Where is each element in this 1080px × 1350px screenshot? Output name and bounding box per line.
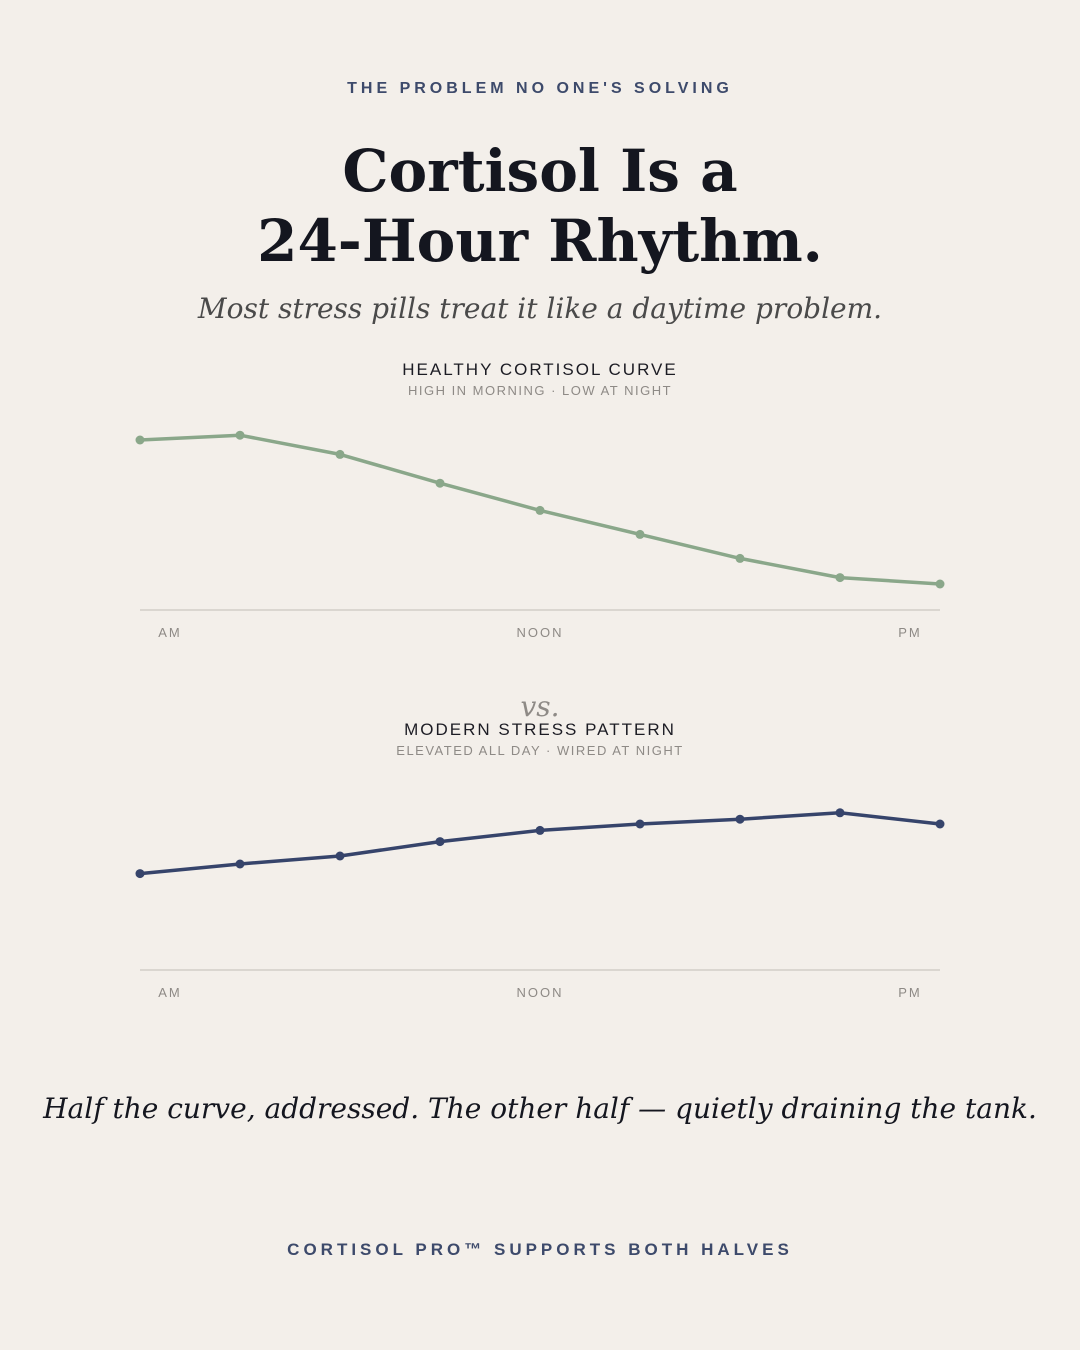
page-title: Cortisol Is a 24-Hour Rhythm. [0, 136, 1080, 276]
data-point [935, 819, 945, 829]
chart-1-title: HEALTHY CORTISOL CURVE [402, 360, 678, 379]
chart-2-subtitle: ELEVATED ALL DAY · WIRED AT NIGHT [396, 743, 684, 758]
title-line-1: Cortisol Is a [342, 137, 738, 205]
x-tick-label: AM [158, 625, 182, 640]
data-point [735, 553, 745, 563]
footer-cta: CORTISOL PRO™ SUPPORTS BOTH HALVES [287, 1240, 793, 1259]
data-point [635, 819, 645, 829]
eyebrow: THE PROBLEM NO ONE'S SOLVING [347, 80, 733, 97]
data-point [235, 430, 245, 440]
data-point [235, 859, 245, 869]
chart-1-subtitle: HIGH IN MORNING · LOW AT NIGHT [407, 383, 673, 398]
title-line-2: 24-Hour Rhythm. [257, 207, 823, 275]
data-point [535, 825, 545, 835]
data-point [135, 869, 145, 879]
data-point [835, 808, 845, 818]
tagline: Half the curve, addressed. The other hal… [43, 1092, 1037, 1125]
x-tick-label: NOON [517, 985, 564, 1000]
subtitle: Most stress pills treat it like a daytim… [197, 292, 883, 325]
data-point [735, 814, 745, 824]
x-tick-label: PM [898, 625, 922, 640]
data-point [835, 573, 845, 583]
series-line [138, 811, 942, 876]
chart-2-title: MODERN STRESS PATTERN [404, 720, 676, 739]
data-point [135, 435, 145, 445]
data-point [435, 837, 445, 847]
data-point [435, 478, 445, 488]
data-point [935, 579, 945, 589]
data-point [335, 851, 345, 861]
vs-label: vs. [520, 690, 560, 723]
modern-stress-chart: AM NOON PM [135, 808, 945, 1000]
healthy-cortisol-chart: AM NOON PM [135, 430, 945, 640]
data-point [335, 449, 345, 459]
data-point [635, 529, 645, 539]
x-tick-label: PM [898, 985, 922, 1000]
x-tick-label: NOON [517, 625, 564, 640]
data-point [535, 505, 545, 515]
x-tick-label: AM [158, 985, 182, 1000]
